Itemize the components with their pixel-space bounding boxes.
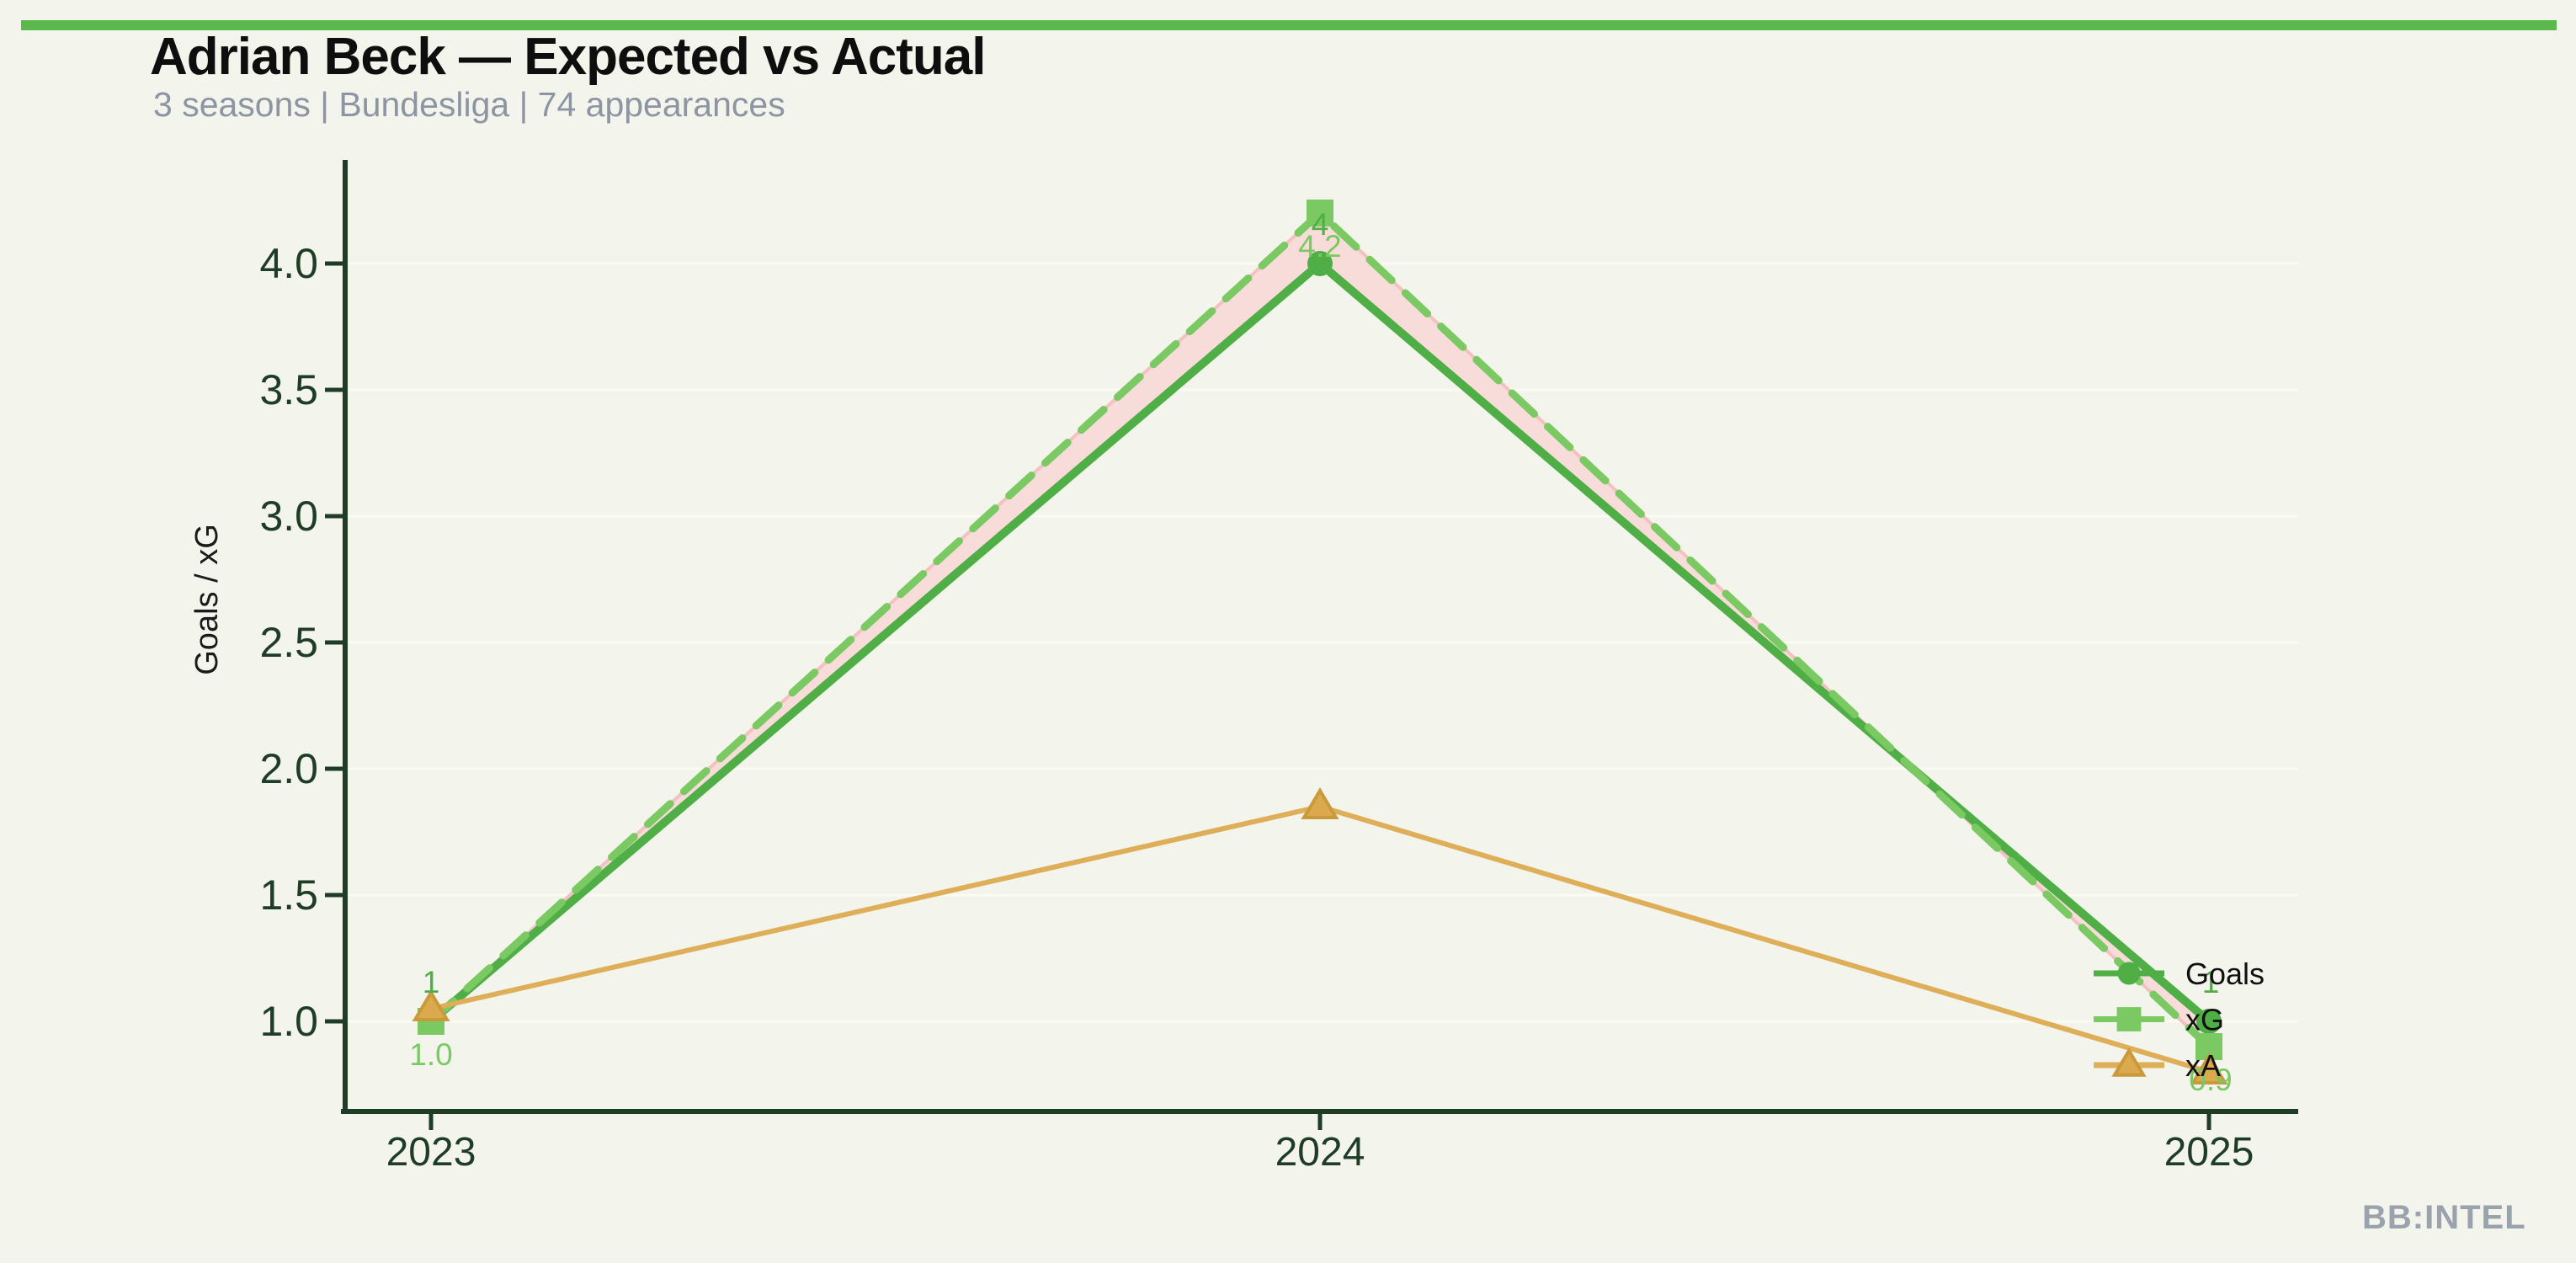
- data-label-xG: 1.0: [409, 1037, 452, 1072]
- y-tick-label: 2.0: [259, 745, 318, 792]
- data-label-Goals: 1: [423, 965, 440, 999]
- y-tick-label: 1.0: [259, 998, 318, 1045]
- marker-square-xG: [1307, 200, 1333, 226]
- data-label-Goals: 1: [2202, 965, 2220, 999]
- y-tick-label: 3.5: [259, 366, 318, 413]
- top-accent-bar: [21, 20, 2557, 30]
- marker-square-xG: [2116, 1007, 2142, 1031]
- data-label-xG: 4.2: [1298, 229, 1341, 264]
- legend-label-xG: xG: [2185, 1003, 2224, 1037]
- y-tick-label: 2.5: [259, 619, 318, 666]
- series-line-xG: [427, 209, 2213, 1051]
- brand-watermark: BB:INTEL: [2362, 1199, 2526, 1236]
- marker-triangle-xA: [1301, 787, 1339, 819]
- legend-label-Goals: Goals: [2185, 957, 2265, 991]
- marker-triangle-xA: [2190, 1052, 2228, 1084]
- y-tick-label: 1.5: [259, 871, 318, 919]
- x-tick-label: 2025: [2164, 1130, 2254, 1175]
- y-tick-label: 3.0: [259, 493, 318, 540]
- legend-label-xA: xA: [2185, 1048, 2221, 1083]
- page-title: Adrian Beck — Expected vs Actual: [150, 28, 987, 86]
- marker-triangle-xA: [2111, 1047, 2147, 1077]
- y-tick-label: 4.0: [259, 240, 318, 287]
- page-subtitle: 3 seasons | Bundesliga | 74 appearances: [153, 85, 785, 124]
- data-label-xG: 0.9: [2189, 1063, 2232, 1097]
- series-line-xA: [428, 804, 2211, 1074]
- x-tick-label: 2023: [386, 1130, 476, 1175]
- marker-triangle-xA: [412, 989, 450, 1021]
- marker-circle-Goals: [2117, 962, 2141, 985]
- x-tick-label: 2024: [1275, 1130, 1365, 1175]
- data-label-Goals: 4: [1312, 207, 1329, 242]
- xg-goals-gap-band: [429, 211, 2211, 1048]
- marker-circle-Goals: [1307, 251, 1333, 276]
- marker-circle-Goals: [2196, 1009, 2222, 1034]
- y-axis-title: Goals / xG: [189, 524, 225, 675]
